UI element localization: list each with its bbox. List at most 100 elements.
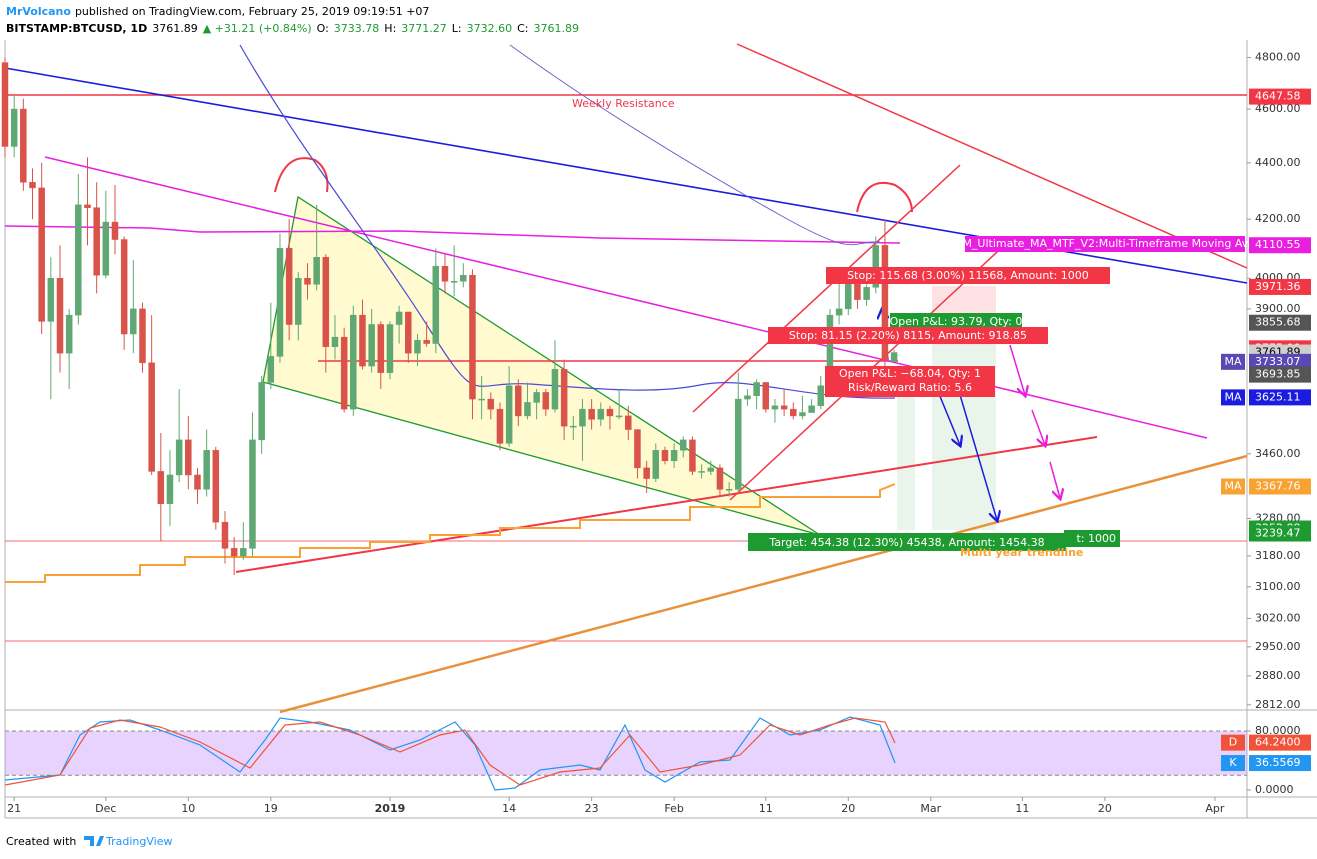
y-tick-label: 3900.00 <box>1255 302 1301 315</box>
y-tick-label: 2812.00 <box>1255 698 1301 711</box>
candle-body <box>377 324 385 373</box>
candle-body <box>414 340 421 354</box>
y-tick-label: 0.0000 <box>1255 783 1294 796</box>
byline: MrVolcano published on TradingView.com, F… <box>6 5 429 18</box>
price-badge-text: 4110.55 <box>1255 238 1301 251</box>
badge-tag-text: MA <box>1224 390 1241 403</box>
candle-body <box>799 412 806 417</box>
candle-body <box>872 245 880 288</box>
legend-item: 3733.78 <box>334 22 380 35</box>
candle-body <box>267 356 275 383</box>
annotation: Weekly Resistance <box>572 97 675 110</box>
candle-body <box>460 274 467 282</box>
candle-body <box>56 277 64 354</box>
candle-body <box>524 402 531 417</box>
candle-body <box>597 408 605 420</box>
price-badge-text: 3367.76 <box>1255 480 1301 493</box>
price-badge-text: 3239.47 <box>1255 527 1301 540</box>
arrow <box>1009 344 1025 395</box>
badge-tag-text: D <box>1229 736 1237 749</box>
legend-item: L: <box>452 22 462 35</box>
indicator-label: CM_Ultimate_MA_MTF_V2:Multi-Timeframe Mo… <box>955 237 1255 250</box>
label-box <box>965 236 1245 252</box>
stochastic <box>4 716 896 791</box>
price-badge-text: 64.2400 <box>1255 736 1301 749</box>
ma-line <box>509 44 881 246</box>
candle-body <box>441 265 449 282</box>
legend-item: 3761.89 <box>152 22 198 35</box>
logo <box>84 836 104 846</box>
candle-body <box>854 284 861 300</box>
x-tick-label: 2019 <box>375 802 406 815</box>
candle-body <box>835 308 843 316</box>
symbol: BITSTAMP:BTCUSD, 1D <box>6 22 147 35</box>
price-badge-text: 4647.58 <box>1255 90 1301 103</box>
stoch-band <box>5 731 1247 776</box>
candle-body <box>258 382 265 441</box>
price-badge <box>1249 525 1311 542</box>
candle-body <box>771 405 779 410</box>
candle-body <box>661 450 669 462</box>
x-tick-label: 20 <box>841 802 855 815</box>
price-badge-text: 3855.68 <box>1255 316 1301 329</box>
arrow <box>954 377 997 520</box>
candle-body <box>634 429 641 469</box>
price-badge <box>1249 237 1311 254</box>
legend-item: ▲ +31.21 (+0.84%) <box>203 22 312 35</box>
candle-body <box>84 204 91 208</box>
candle-body <box>615 415 623 418</box>
pnl-label: Open P&L: −68.04, Qty: 1 <box>839 367 981 380</box>
candle-body <box>680 439 687 451</box>
price-badge-text: 3971.36 <box>1255 280 1301 293</box>
y-tick-label: 4800.00 <box>1255 51 1301 64</box>
x-tick-label: 14 <box>502 802 516 815</box>
candle-body <box>469 274 476 400</box>
y-tick-label: 3460.00 <box>1255 447 1301 460</box>
price-badge <box>1249 389 1311 406</box>
badge-tag <box>1221 478 1245 495</box>
candle-body <box>331 336 339 347</box>
candle-body <box>579 408 586 427</box>
x-tick-label: 23 <box>585 802 599 815</box>
candle-body <box>808 405 815 413</box>
legend-item: 3761.89 <box>534 22 580 35</box>
badge-tag <box>1221 755 1245 772</box>
candle-body <box>340 336 348 410</box>
d-line <box>4 717 896 786</box>
candle-body <box>212 450 220 523</box>
candle-body <box>845 284 852 310</box>
badge-tag-text: MA <box>1224 355 1241 368</box>
candle-body <box>285 248 293 325</box>
candle-body <box>542 392 550 410</box>
candles <box>1 57 898 576</box>
y-tick-label: 2880.00 <box>1255 669 1301 682</box>
candle-body <box>111 221 119 240</box>
trend-line <box>736 43 1248 269</box>
y-tick-label: 3020.00 <box>1255 611 1301 624</box>
candle-body <box>863 287 870 300</box>
k-line <box>4 716 896 791</box>
price-badge <box>1249 366 1311 383</box>
candle-body <box>350 314 357 410</box>
candle-body <box>515 385 522 417</box>
arrow <box>1031 409 1045 445</box>
y-tick-label: 2950.00 <box>1255 640 1301 653</box>
candle-body <box>533 392 540 403</box>
badge-tag-text: MA <box>1224 480 1241 493</box>
arrow <box>1049 461 1060 498</box>
annotation: Multi year trendline <box>960 546 1083 559</box>
price-badge <box>1249 755 1311 772</box>
price-badge-text: 3625.11 <box>1255 390 1301 403</box>
pnl-label: Open P&L: 93.79, Qty: 0 <box>890 315 1023 328</box>
candle-body <box>790 408 797 417</box>
price-badge-text: 36.5569 <box>1255 756 1301 769</box>
frame <box>4 40 1317 819</box>
candle-body <box>65 314 73 354</box>
legend-item: C: <box>517 22 528 35</box>
candle-body <box>570 425 577 428</box>
ma-line <box>5 483 896 583</box>
candle-body <box>148 362 155 472</box>
trend-line <box>235 436 1098 573</box>
candle-body <box>240 548 247 557</box>
y-tick-label: 4400.00 <box>1255 156 1301 169</box>
